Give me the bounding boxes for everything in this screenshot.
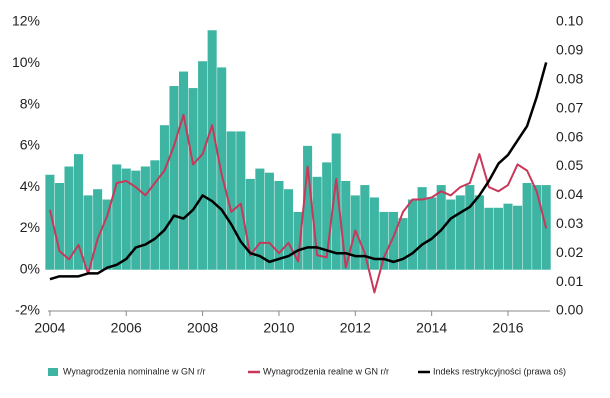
legend-swatch [48, 368, 58, 376]
bar [283, 189, 294, 270]
y-tick-label: 12% [12, 13, 40, 29]
line [48, 113, 548, 294]
bar [169, 85, 179, 270]
x-tick-label: 2012 [340, 320, 371, 336]
bar [64, 166, 74, 270]
bar [178, 71, 189, 270]
y2-tick-label: 0.02 [556, 244, 583, 260]
y-tick-label: 8% [20, 95, 40, 111]
bar [388, 211, 399, 270]
x-tick-label: 2010 [263, 320, 294, 336]
bar [102, 199, 112, 270]
x-tick-label: 2006 [111, 320, 142, 336]
y2-tick-label: 0.05 [556, 157, 583, 173]
bar [293, 211, 303, 270]
bar [436, 185, 446, 270]
bar [236, 131, 246, 270]
y-tick-label: 2% [20, 219, 40, 235]
bar [159, 125, 169, 270]
bar [532, 185, 542, 270]
bar [360, 185, 370, 270]
y2-tick-label: 0.07 [556, 99, 583, 115]
y2-tick-label: 0.08 [556, 71, 583, 87]
bar [427, 197, 437, 270]
bar [408, 199, 418, 270]
bar [503, 203, 513, 270]
bar [379, 211, 389, 270]
bar [493, 207, 503, 270]
bar [465, 185, 475, 270]
bar [474, 195, 484, 270]
bar [93, 189, 103, 270]
y2-tick-label: 0.03 [556, 215, 583, 231]
bar [322, 162, 332, 270]
y2-tick-label: 0.04 [556, 186, 583, 202]
bar [484, 207, 494, 270]
bar [74, 154, 84, 270]
y2-tick-label: 0.10 [556, 13, 583, 29]
bar [398, 218, 408, 270]
bar [83, 195, 93, 270]
bar [54, 183, 64, 270]
bar [274, 180, 284, 270]
legend-label: Wynagrodzenia realne w GN r/r [263, 366, 389, 376]
bar [446, 199, 456, 270]
bar [245, 178, 255, 270]
bar [303, 145, 313, 270]
bar [207, 30, 217, 270]
bar [198, 61, 208, 270]
bar [455, 195, 465, 270]
y-tick-label: 0% [20, 260, 40, 276]
bar [369, 197, 379, 270]
bar [264, 172, 274, 270]
bar [131, 170, 141, 270]
legend-label: Indeks restrykcyjności (prawa oś) [433, 366, 566, 376]
bar [45, 174, 55, 270]
y-tick-label: -2% [15, 302, 40, 318]
legend-label: Wynagrodzenia nominalne w GN r/r [63, 366, 205, 376]
x-tick-label: 2008 [187, 320, 218, 336]
bar [312, 176, 322, 270]
bar [226, 131, 236, 270]
bar [140, 166, 150, 270]
bar [217, 67, 227, 270]
x-tick-label: 2014 [416, 320, 447, 336]
y-tick-label: 6% [20, 137, 40, 153]
bar [150, 160, 160, 270]
bar [513, 205, 523, 270]
line [49, 62, 548, 281]
y2-tick-label: 0.06 [556, 128, 583, 144]
bar [522, 183, 532, 270]
bar [121, 168, 131, 270]
y2-tick-label: 0.00 [556, 302, 583, 318]
bar [417, 187, 427, 270]
x-tick-label: 2004 [34, 320, 65, 336]
bar [112, 164, 122, 270]
x-tick-label: 2016 [492, 320, 523, 336]
y-tick-label: 10% [12, 54, 40, 70]
y2-tick-label: 0.09 [556, 42, 583, 58]
bar [255, 168, 265, 270]
y2-tick-label: 0.01 [556, 273, 583, 289]
bar [341, 180, 351, 270]
y-tick-label: 4% [20, 178, 40, 194]
bar [188, 88, 198, 270]
bar [331, 133, 341, 270]
